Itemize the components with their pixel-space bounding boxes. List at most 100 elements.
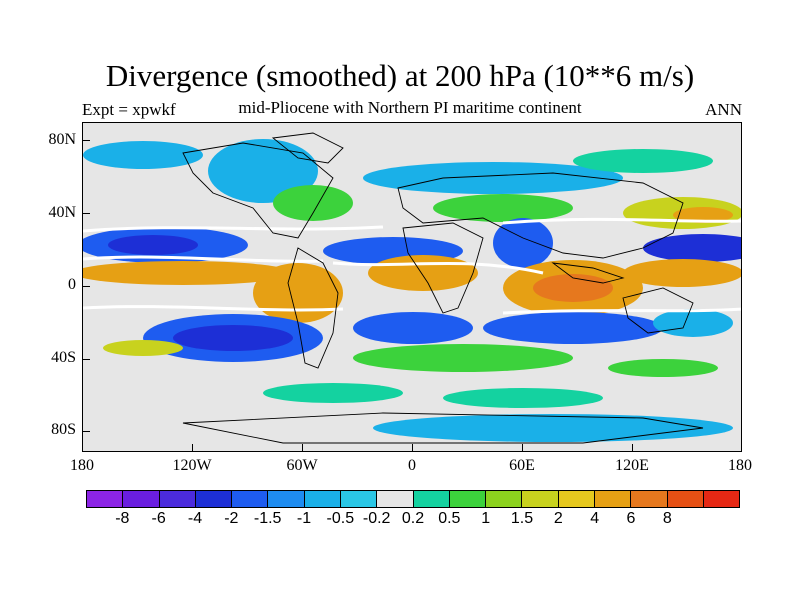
colorbar-label: 0.5 [438, 510, 461, 527]
field-patch [263, 383, 403, 403]
field-patch [643, 234, 741, 262]
field-patch [208, 139, 318, 203]
field-patch [363, 162, 623, 194]
field-patch [83, 141, 203, 169]
divergence-map [82, 122, 742, 452]
lat-tick [82, 286, 90, 287]
colorbar-label: -1.5 [253, 510, 282, 527]
field-patch [353, 344, 573, 372]
coastline [182, 412, 704, 444]
colorbar-swatch [703, 491, 740, 507]
lat-tick [82, 359, 90, 360]
zero-contour [83, 225, 384, 233]
colorbar-swatch [87, 491, 124, 507]
colorbar-label: -4 [187, 510, 203, 527]
zero-contour [502, 307, 741, 315]
colorbar-label: 1.5 [510, 510, 534, 527]
colorbar-swatch [558, 491, 595, 507]
lat-label-40s: 40S [51, 349, 76, 366]
lon-label-60e: 60E [509, 457, 535, 474]
colorbar-swatch [123, 491, 160, 507]
colorbar-swatch [413, 491, 450, 507]
field-patch [83, 261, 293, 285]
colorbar-swatch [667, 491, 704, 507]
lon-tick [302, 444, 303, 452]
lon-tick [192, 444, 193, 452]
colorbar-swatch [304, 491, 341, 507]
colorbar-swatch [232, 491, 269, 507]
lat-label-40n: 40N [48, 204, 76, 221]
colorbar-label: -1 [296, 510, 312, 527]
zero-contour [83, 255, 324, 263]
chart-title: Divergence (smoothed) at 200 hPa (10**6 … [105, 58, 695, 93]
colorbar-swatch [631, 491, 668, 507]
field-patch [493, 218, 553, 268]
colorbar-swatch [449, 491, 487, 507]
field-patch [573, 149, 713, 173]
coastline [182, 142, 334, 239]
colorbar-label: 0.2 [401, 510, 425, 527]
zero-contour [83, 305, 344, 312]
colorbar-swatch [268, 491, 305, 507]
lat-tick [82, 431, 90, 432]
colorbar-label: -8 [115, 510, 130, 527]
field-patch [608, 359, 718, 377]
colorbar-label: 6 [626, 510, 636, 527]
colorbar-label: 8 [662, 510, 672, 527]
colorbar-label: -0.2 [362, 510, 391, 527]
field-patch [173, 325, 293, 351]
coastline [622, 287, 694, 334]
lon-tick [412, 444, 413, 452]
lon-label-180e: 180 [728, 457, 752, 474]
field-patch [373, 414, 733, 442]
season-label: ANN [705, 100, 742, 119]
colorbar-label: -0.5 [326, 510, 355, 527]
lon-tick [632, 444, 633, 452]
coastline [287, 247, 339, 369]
colorbar-swatch [159, 491, 196, 507]
colorbar-label: -2 [224, 510, 239, 527]
lon-label-60w: 60W [286, 457, 318, 474]
lat-tick [82, 213, 90, 214]
colorbar [86, 490, 740, 508]
lon-label-0: 0 [408, 457, 416, 474]
colorbar-swatch [195, 491, 233, 507]
field-patch [353, 312, 473, 344]
field-patch [443, 388, 603, 408]
lat-label-80n: 80N [48, 131, 76, 148]
lat-label-eq: 0 [68, 276, 76, 293]
field-patch [253, 263, 343, 323]
lat-label-80s: 80S [51, 421, 76, 438]
coastline [397, 172, 684, 259]
field-patch [673, 207, 733, 223]
field-patch [108, 235, 198, 255]
coastline [271, 132, 344, 164]
field-patch [623, 259, 741, 287]
colorbar-label: 2 [553, 510, 563, 527]
colorbar-swatch [340, 491, 378, 507]
colorbar-label: 4 [590, 510, 600, 527]
zero-contour [502, 217, 741, 225]
field-patch [483, 312, 663, 344]
coastline [551, 262, 625, 284]
lon-label-120w: 120W [172, 457, 212, 474]
subtitle: mid-Pliocene with Northern PI maritime c… [238, 98, 582, 117]
lon-tick [522, 444, 523, 452]
colorbar-swatch [377, 491, 414, 507]
colorbar-swatch [594, 491, 632, 507]
field-patch [368, 255, 478, 291]
coastline [402, 222, 484, 314]
field-patch [103, 340, 183, 356]
lon-label-120e: 120E [615, 457, 649, 474]
lon-label-180w: 180 [70, 457, 94, 474]
field-patch [433, 194, 573, 222]
field-patch [273, 185, 353, 221]
experiment-label: Expt = xpwkf [82, 100, 176, 119]
zero-contour [332, 261, 544, 275]
colorbar-label: -6 [151, 510, 166, 527]
colorbar-label: 1 [481, 510, 491, 527]
colorbar-swatch [486, 491, 523, 507]
colorbar-swatch [522, 491, 559, 507]
lat-tick [82, 140, 90, 141]
field-patch [653, 309, 733, 337]
